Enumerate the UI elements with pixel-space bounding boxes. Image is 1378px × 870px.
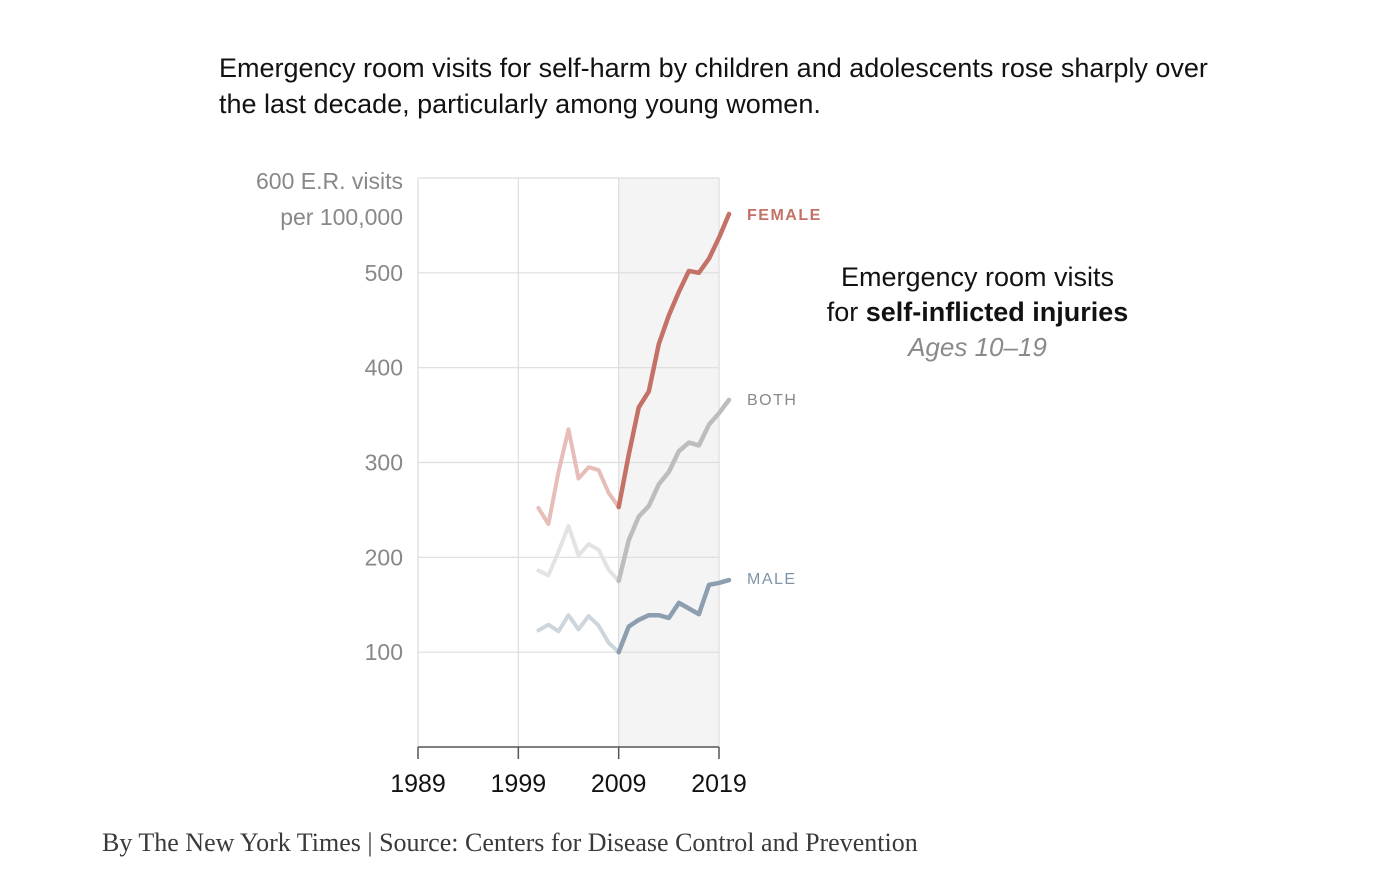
series-label-female: FEMALE — [747, 207, 822, 224]
y-tick-label: 300 — [365, 450, 403, 476]
annotation-ages: Ages 10–19 — [908, 332, 1047, 362]
series-labels: FEMALE BOTH MALE — [747, 207, 822, 588]
series-line-both-early — [536, 524, 621, 583]
source-credit: By The New York Times | Source: Centers … — [102, 828, 918, 857]
y-axis: 600 E.R. visits per 100,000 100 200 300 400… — [256, 168, 403, 665]
y-tick-label: 400 — [365, 355, 403, 381]
y-axis-label-line2: per 100,000 — [280, 204, 403, 230]
series-label-male: MALE — [747, 571, 797, 588]
x-tick-label: 2009 — [591, 770, 647, 798]
x-tick-label: 1999 — [491, 770, 547, 798]
chart-subtitle: Emergency room visits for self-harm by c… — [219, 53, 1208, 119]
series-line-female-early — [536, 427, 621, 527]
x-tick-label: 1989 — [390, 770, 446, 798]
annotation-line2-bold: self-inflicted injuries — [865, 297, 1129, 327]
y-axis-label-line1: 600 E.R. visits — [256, 168, 403, 194]
y-tick-label: 500 — [365, 260, 403, 286]
chart-annotation: Emergency room visits for self-inflicted… — [790, 260, 1165, 365]
annotation-line1: Emergency room visits — [840, 262, 1115, 292]
x-axis: 1989 1999 2009 2019 — [390, 746, 747, 798]
x-tick-label: 2019 — [691, 770, 747, 798]
series-line-male-early — [536, 613, 621, 655]
series-line-male — [616, 577, 732, 655]
y-tick-label: 100 — [365, 639, 403, 665]
annotation-line2-prefix: for — [826, 297, 866, 327]
series-label-both: BOTH — [747, 392, 797, 409]
series-line-female — [616, 211, 732, 510]
series-line-both — [616, 397, 732, 584]
series-lines — [536, 211, 732, 655]
chart-grid — [417, 177, 720, 747]
y-tick-label: 200 — [365, 544, 403, 570]
